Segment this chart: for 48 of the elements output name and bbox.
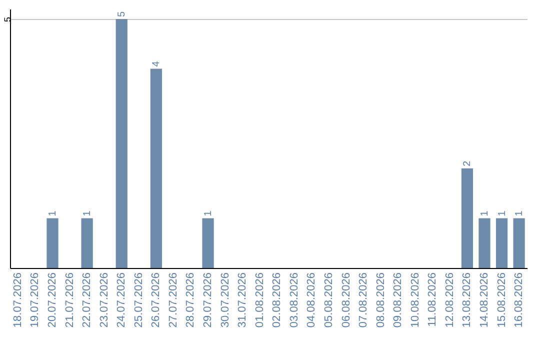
x-tick-label: 04.08.2026 bbox=[306, 272, 318, 328]
x-tick-label: 30.07.2026 bbox=[219, 272, 232, 328]
bar bbox=[202, 218, 214, 268]
x-tick-label: 12.08.2026 bbox=[444, 272, 456, 328]
x-tick-label: 01.08.2026 bbox=[254, 272, 266, 328]
bar bbox=[461, 168, 474, 268]
data-label: 1 bbox=[203, 210, 214, 216]
x-tick-label: 05.08.2026 bbox=[322, 272, 335, 328]
x-tick-label: 09.08.2026 bbox=[392, 272, 404, 328]
x-tick-label: 21.07.2026 bbox=[64, 272, 76, 328]
data-label: 5 bbox=[116, 10, 128, 17]
x-tick-label: 22.07.2026 bbox=[81, 272, 94, 328]
data-label: 1 bbox=[514, 210, 526, 216]
x-tick-label: 02.08.2026 bbox=[271, 272, 284, 328]
x-tick-label: 31.07.2026 bbox=[236, 272, 249, 328]
x-tick-label: 29.07.2026 bbox=[202, 272, 214, 328]
x-tick-label: 19.07.2026 bbox=[29, 272, 42, 328]
data-label: 2 bbox=[462, 160, 474, 166]
x-tick-label: 28.07.2026 bbox=[184, 272, 197, 328]
x-tick-label: 18.07.2026 bbox=[12, 272, 24, 328]
bar bbox=[150, 68, 162, 268]
x-tick-label: 07.08.2026 bbox=[358, 272, 370, 328]
x-tick-label: 26.07.2026 bbox=[150, 272, 162, 328]
x-tick-label: 14.08.2026 bbox=[478, 272, 490, 328]
bar bbox=[81, 218, 93, 268]
data-label: 1 bbox=[82, 210, 94, 216]
x-tick-label: 24.07.2026 bbox=[116, 272, 128, 328]
data-label: 4 bbox=[151, 60, 162, 67]
x-tick-label: 10.08.2026 bbox=[409, 272, 422, 328]
x-tick-label: 23.07.2026 bbox=[98, 272, 110, 328]
bar bbox=[116, 18, 128, 268]
bar bbox=[513, 218, 525, 268]
data-label: 1 bbox=[48, 210, 59, 216]
x-tick-label: 25.07.2026 bbox=[132, 272, 145, 328]
x-tick-label: 06.08.2026 bbox=[340, 272, 352, 328]
bar bbox=[496, 218, 508, 268]
x-tick-label: 13.08.2026 bbox=[461, 272, 474, 328]
x-tick-label: 08.08.2026 bbox=[374, 272, 387, 328]
bar bbox=[478, 218, 490, 268]
x-tick-label: 20.07.2026 bbox=[46, 272, 59, 328]
bar bbox=[46, 218, 58, 268]
x-tick-label: 15.08.2026 bbox=[496, 272, 508, 328]
x-tick-label: 27.07.2026 bbox=[167, 272, 180, 328]
x-tick-label: 03.08.2026 bbox=[288, 272, 300, 328]
x-tick-label: 16.08.2026 bbox=[513, 272, 526, 328]
data-label: 1 bbox=[496, 210, 508, 216]
x-tick-label: 11.08.2026 bbox=[426, 272, 439, 327]
data-label: 1 bbox=[479, 210, 490, 216]
